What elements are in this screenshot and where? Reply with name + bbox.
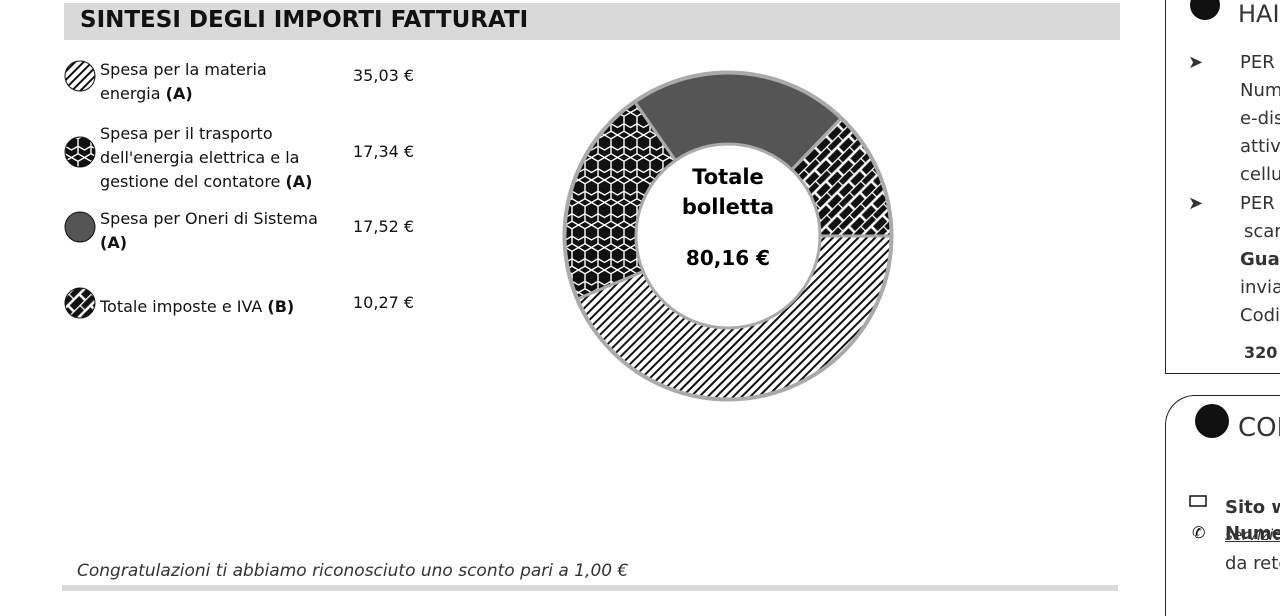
- legend-text: Spesa per il trasporto dell'energia elet…: [100, 124, 300, 191]
- section-header: SINTESI DEGLI IMPORTI FATTURATI: [64, 3, 1120, 40]
- footnote: Congratulazioni ti abbiamo riconosciuto …: [77, 561, 629, 581]
- panel-text: Guas: [1240, 249, 1280, 270]
- page: SINTESI DEGLI IMPORTI FATTURATI Totale bo…: [62, 0, 1280, 616]
- panel-text: Num: [1240, 80, 1280, 101]
- footer-bar: [62, 585, 1118, 591]
- bullet: ➤: [1188, 193, 1204, 214]
- center-title: Totale bolletta: [682, 165, 774, 219]
- legend-text: Spesa per Oneri di Sistema: [100, 209, 318, 228]
- panel-text: Codi: [1240, 305, 1280, 326]
- legend-label: Totale imposte e IVA (B): [100, 295, 320, 319]
- donut-ring: [562, 70, 894, 402]
- legend-suffix: (A): [285, 172, 313, 191]
- contact-text: da rete: [1225, 553, 1280, 574]
- icon: [1195, 404, 1229, 438]
- bullet: ➤: [1188, 52, 1204, 73]
- contacts-heading: CON: [1238, 413, 1280, 443]
- panel-text: PER: [1240, 52, 1275, 73]
- value-label: 17,34 €: [353, 142, 415, 161]
- legend-text: Totale imposte e IVA: [100, 297, 263, 316]
- chart: Totale bolletta 80,16 € ✆: [64, 0, 1229, 542]
- value-label: 17,52 €: [353, 217, 415, 236]
- legend-icon: [64, 60, 96, 92]
- panel-text: invia: [1240, 277, 1280, 298]
- legend-label: Spesa per la materia energia (A): [100, 58, 320, 106]
- contact-text: servizio: [1225, 526, 1280, 544]
- laptop-icon: [1189, 495, 1207, 507]
- legend-suffix: (B): [267, 297, 295, 316]
- legend-label: Spesa per Oneri di Sistema (A): [100, 207, 320, 255]
- value-label: 10,27 €: [353, 293, 415, 312]
- panel-text: cellu: [1240, 164, 1280, 185]
- panel-text: e-dis: [1240, 108, 1280, 129]
- legend-icon: [64, 287, 96, 319]
- section-title: SINTESI DEGLI IMPORTI FATTURATI: [80, 7, 529, 33]
- legend-icon: [64, 211, 96, 243]
- legend-suffix: (A): [165, 84, 193, 103]
- legend-text: Spesa per la materia energia: [100, 60, 267, 103]
- center-value: 80,16 €: [686, 246, 770, 270]
- value-label: 35,03 €: [353, 66, 415, 85]
- legend-label: Spesa per il trasporto dell'energia elet…: [100, 122, 320, 194]
- panel-text: 320: [1244, 343, 1278, 362]
- legend-suffix: (A): [100, 233, 128, 252]
- panel-text: scar: [1244, 221, 1280, 242]
- panel-text: PER: [1240, 193, 1275, 214]
- contact-text: Sito w: [1225, 497, 1280, 518]
- panel-heading: HAI: [1238, 0, 1280, 28]
- contact-text: Nume: [1225, 523, 1280, 544]
- info-box: [1165, 0, 1280, 374]
- contacts-box: [1165, 395, 1280, 616]
- panel-text: attivo: [1240, 136, 1280, 157]
- phone-icon: ✆: [1192, 523, 1205, 542]
- legend-icon: [64, 136, 96, 168]
- icon: [1190, 0, 1220, 20]
